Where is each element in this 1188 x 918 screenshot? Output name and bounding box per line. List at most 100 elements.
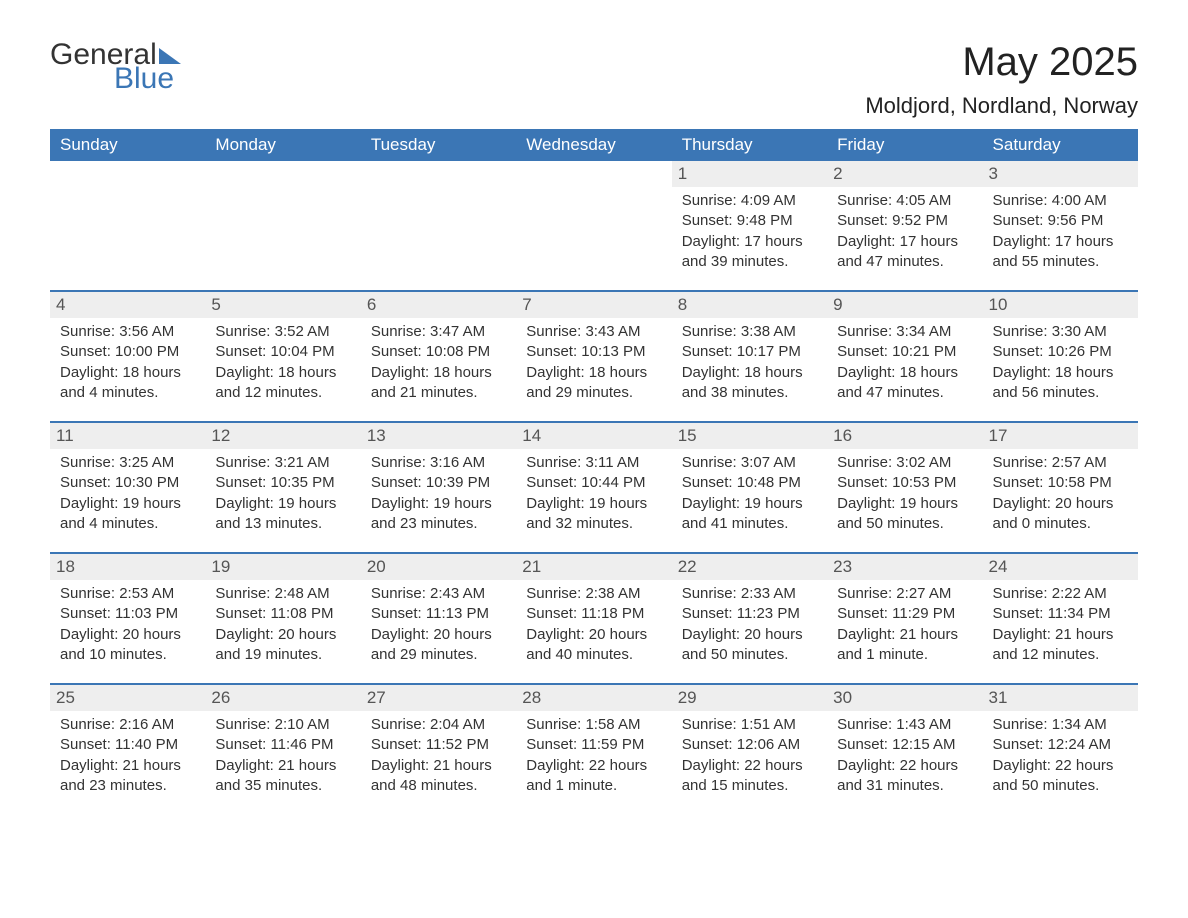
calendar-day-cell: 26Sunrise: 2:10 AMSunset: 11:46 PMDaylig… [205,684,360,814]
daylight-text: Daylight: 17 hours and 55 minutes. [993,232,1128,273]
day-number: 24 [983,554,1138,580]
calendar-day-cell: 15Sunrise: 3:07 AMSunset: 10:48 PMDaylig… [672,422,827,553]
sunrise-text: Sunrise: 2:27 AM [837,584,972,604]
calendar-day-cell: 12Sunrise: 3:21 AMSunset: 10:35 PMDaylig… [205,422,360,553]
calendar-day-cell: 24Sunrise: 2:22 AMSunset: 11:34 PMDaylig… [983,553,1138,684]
day-info: Sunrise: 3:56 AMSunset: 10:00 PMDaylight… [60,322,195,403]
daylight-text: Daylight: 19 hours and 23 minutes. [371,494,506,535]
sunset-text: Sunset: 10:00 PM [60,342,195,362]
calendar-week-row: 11Sunrise: 3:25 AMSunset: 10:30 PMDaylig… [50,422,1138,553]
day-number: 23 [827,554,982,580]
day-info: Sunrise: 2:43 AMSunset: 11:13 PMDaylight… [371,584,506,665]
sunset-text: Sunset: 10:35 PM [215,473,350,493]
sunrise-text: Sunrise: 3:11 AM [526,453,661,473]
day-info: Sunrise: 2:16 AMSunset: 11:40 PMDaylight… [60,715,195,796]
day-header-sunday: Sunday [50,129,205,161]
day-info: Sunrise: 3:47 AMSunset: 10:08 PMDaylight… [371,322,506,403]
sunrise-text: Sunrise: 1:34 AM [993,715,1128,735]
calendar-day-cell: 19Sunrise: 2:48 AMSunset: 11:08 PMDaylig… [205,553,360,684]
day-number: 27 [361,685,516,711]
daylight-text: Daylight: 18 hours and 21 minutes. [371,363,506,404]
daylight-text: Daylight: 18 hours and 38 minutes. [682,363,817,404]
sunset-text: Sunset: 11:34 PM [993,604,1128,624]
sunrise-text: Sunrise: 2:22 AM [993,584,1128,604]
sunset-text: Sunset: 10:53 PM [837,473,972,493]
sunrise-text: Sunrise: 2:10 AM [215,715,350,735]
header: General Blue May 2025 Moldjord, Nordland… [50,40,1138,119]
daylight-text: Daylight: 18 hours and 29 minutes. [526,363,661,404]
day-number: 10 [983,292,1138,318]
daylight-text: Daylight: 22 hours and 50 minutes. [993,756,1128,797]
calendar-day-cell: 28Sunrise: 1:58 AMSunset: 11:59 PMDaylig… [516,684,671,814]
day-number: 29 [672,685,827,711]
sunrise-text: Sunrise: 3:56 AM [60,322,195,342]
calendar-day-cell: 31Sunrise: 1:34 AMSunset: 12:24 AMDaylig… [983,684,1138,814]
sunset-text: Sunset: 10:39 PM [371,473,506,493]
day-info: Sunrise: 3:43 AMSunset: 10:13 PMDaylight… [526,322,661,403]
sunset-text: Sunset: 9:56 PM [993,211,1128,231]
day-info: Sunrise: 2:04 AMSunset: 11:52 PMDaylight… [371,715,506,796]
calendar-day-cell: 16Sunrise: 3:02 AMSunset: 10:53 PMDaylig… [827,422,982,553]
sunrise-text: Sunrise: 4:09 AM [682,191,817,211]
day-number: 18 [50,554,205,580]
calendar-day-cell: 8Sunrise: 3:38 AMSunset: 10:17 PMDayligh… [672,291,827,422]
sunset-text: Sunset: 9:52 PM [837,211,972,231]
calendar-day-cell: 18Sunrise: 2:53 AMSunset: 11:03 PMDaylig… [50,553,205,684]
sunrise-text: Sunrise: 3:16 AM [371,453,506,473]
calendar-day-cell: 13 Sunrise: 3:16 AMSunset: 10:39 PMDaylig… [361,422,516,553]
calendar-day-cell: 27 Sunrise: 2:04 AMSunset: 11:52 PMDaylig… [361,684,516,814]
sunset-text: Sunset: 10:17 PM [682,342,817,362]
calendar-table: Sunday Monday Tuesday Wednesday Thursday… [50,129,1138,814]
title-block: May 2025 Moldjord, Nordland, Norway [865,40,1138,119]
day-number: 25 [50,685,205,711]
day-info: Sunrise: 3:25 AMSunset: 10:30 PMDaylight… [60,453,195,534]
day-info: Sunrise: 2:57 AMSunset: 10:58 PMDaylight… [993,453,1128,534]
day-info: Sunrise: 3:21 AMSunset: 10:35 PMDaylight… [215,453,350,534]
daylight-text: Daylight: 22 hours and 15 minutes. [682,756,817,797]
calendar-day-cell: 2Sunrise: 4:05 AMSunset: 9:52 PMDaylight… [827,161,982,291]
day-header-friday: Friday [827,129,982,161]
sunrise-text: Sunrise: 2:04 AM [371,715,506,735]
day-info: Sunrise: 1:58 AMSunset: 11:59 PMDaylight… [526,715,661,796]
sunset-text: Sunset: 10:13 PM [526,342,661,362]
calendar-day-cell: 25 Sunrise: 2:16 AMSunset: 11:40 PMDaylig… [50,684,205,814]
daylight-text: Daylight: 18 hours and 47 minutes. [837,363,972,404]
day-info: Sunrise: 3:34 AMSunset: 10:21 PMDaylight… [837,322,972,403]
daylight-text: Daylight: 21 hours and 1 minute. [837,625,972,666]
sunrise-text: Sunrise: 3:30 AM [993,322,1128,342]
calendar-day-cell: 11Sunrise: 3:25 AMSunset: 10:30 PMDaylig… [50,422,205,553]
day-number: 17 [983,423,1138,449]
calendar-day-cell: 17 Sunrise: 2:57 AMSunset: 10:58 PMDaylig… [983,422,1138,553]
sunrise-text: Sunrise: 1:43 AM [837,715,972,735]
calendar-day-cell: 7Sunrise: 3:43 AMSunset: 10:13 PMDayligh… [516,291,671,422]
sunset-text: Sunset: 12:06 AM [682,735,817,755]
sunrise-text: Sunrise: 1:58 AM [526,715,661,735]
sunset-text: Sunset: 11:13 PM [371,604,506,624]
daylight-text: Daylight: 21 hours and 23 minutes. [60,756,195,797]
daylight-text: Daylight: 18 hours and 56 minutes. [993,363,1128,404]
day-header-tuesday: Tuesday [361,129,516,161]
day-info: Sunrise: 1:34 AMSunset: 12:24 AMDaylight… [993,715,1128,796]
sunrise-text: Sunrise: 3:52 AM [215,322,350,342]
sunrise-text: Sunrise: 4:05 AM [837,191,972,211]
day-number: 5 [205,292,360,318]
day-number: 8 [672,292,827,318]
day-info: Sunrise: 3:16 AMSunset: 10:39 PMDaylight… [371,453,506,534]
calendar-day-cell: 29 Sunrise: 1:51 AMSunset: 12:06 AMDaylig… [672,684,827,814]
calendar-day-cell: . [516,161,671,291]
day-number: 13 [361,423,516,449]
calendar-day-cell: 4Sunrise: 3:56 AMSunset: 10:00 PMDayligh… [50,291,205,422]
daylight-text: Daylight: 18 hours and 4 minutes. [60,363,195,404]
sunrise-text: Sunrise: 3:07 AM [682,453,817,473]
sunrise-text: Sunrise: 3:47 AM [371,322,506,342]
sunset-text: Sunset: 10:44 PM [526,473,661,493]
calendar-week-row: 18 Sunrise: 2:53 AMSunset: 11:03 PM Daylig… [50,553,1138,684]
day-info: Sunrise: 2:27 AMSunset: 11:29 PMDaylight… [837,584,972,665]
sunrise-text: Sunrise: 2:53 AM [60,584,195,604]
daylight-text: Daylight: 22 hours and 1 minute. [526,756,661,797]
sunset-text: Sunset: 11:03 PM [60,604,195,624]
sunrise-text: Sunrise: 1:51 AM [682,715,817,735]
sunset-text: Sunset: 11:29 PM [837,604,972,624]
calendar-header-row: Sunday Monday Tuesday Wednesday Thursday… [50,129,1138,161]
calendar-day-cell: 22Sunrise: 2:33 AMSunset: 11:23 PMDaylig… [672,553,827,684]
